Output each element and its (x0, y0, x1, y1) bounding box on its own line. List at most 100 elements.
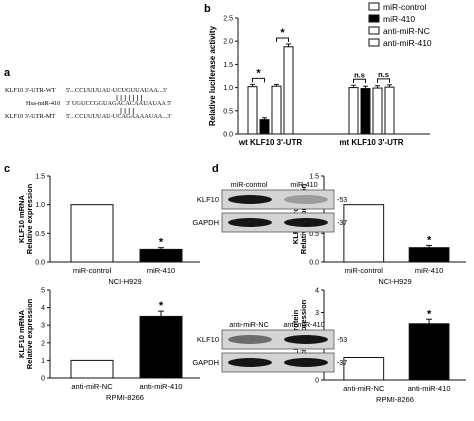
blot-panel (221, 352, 335, 373)
alignment-label-mt: KLF10 3'-UTR-MT (5, 113, 55, 120)
bar (360, 88, 371, 135)
legend-label: miR-control (383, 2, 427, 12)
y-axis-label-top: KLF10 mRNA (17, 309, 26, 358)
significance-label: n.s (354, 70, 365, 79)
blot-panel (221, 212, 335, 233)
y-tick-label: 2.0 (223, 39, 233, 46)
blot-band (228, 335, 272, 344)
y-tick-label: 1.0 (223, 85, 233, 92)
y-tick-label: 0 (315, 378, 319, 385)
y-tick-label: 0.0 (223, 132, 233, 139)
base-pairing-lines (116, 95, 142, 114)
x-tick-label: anti-miR-NC (343, 384, 385, 393)
bar (139, 315, 183, 379)
blot-row-label: GAPDH (192, 358, 219, 367)
significance-label: n.s (378, 70, 389, 79)
x-tick-label: anti-miR-NC (71, 382, 113, 391)
western-blot-h929: miR-control miR-410 KLF10 -53 GAPDH -37 (192, 180, 347, 233)
bar (70, 359, 114, 379)
lane-header: anti-miR-NC (229, 320, 269, 329)
bar (139, 248, 183, 263)
blot-row-label: KLF10 (197, 335, 219, 344)
legend-swatch (368, 14, 380, 23)
lane-header: miR-control (231, 180, 268, 189)
x-tick-label: miR-control (73, 266, 112, 275)
alignment-seq-mt: 5'...CCUUUUAU-UCAGAAAAUAA...3' (66, 113, 171, 120)
lane-header: anti-miR-410 (283, 320, 324, 329)
alignment-label-mir: Hsa-miR-410 (26, 100, 60, 107)
bar (384, 86, 395, 135)
blot-row-label: GAPDH (192, 218, 219, 227)
x-axis-label: RPMI-8266 (106, 393, 144, 402)
bar (348, 87, 359, 135)
x-axis-label: NCI-H929 (378, 277, 411, 286)
y-tick-label: 1.0 (35, 202, 45, 209)
x-axis-label: RPMI-8266 (376, 395, 414, 404)
legend-swatch (368, 38, 380, 47)
alignment-seq-mir: 3' UGUCCGGUAGACACAAUAUAA 5' (66, 100, 171, 107)
bar (343, 204, 385, 263)
klf10-mrna-rpmi-chart: 0 1 2 3 4 5 KLF10 mRNA Relative expression anti-… (17, 288, 200, 402)
blot-panel (221, 329, 335, 350)
blot-band (228, 358, 272, 367)
lane-header: miR-410 (290, 180, 317, 189)
legend-swatch (368, 26, 380, 35)
bar (259, 119, 270, 135)
molecular-weight-label: -37 (337, 220, 347, 227)
alignment-label-wt: KLF10 3'-UTR-WT (5, 87, 56, 94)
blot-band (284, 358, 328, 367)
significance-star: * (159, 237, 164, 249)
significance-bracket (353, 78, 366, 84)
y-tick-label: 0 (41, 376, 45, 383)
blot-band (284, 218, 328, 227)
legend-label: miR-410 (383, 14, 415, 24)
bar (271, 85, 282, 135)
y-tick-label: 3 (41, 323, 45, 330)
legend-label: anti-miR-NC (383, 26, 430, 36)
bar (408, 247, 450, 263)
x-axis-label: NCI-H929 (108, 277, 141, 286)
y-tick-label: 1.5 (223, 62, 233, 69)
blot-panel (221, 189, 335, 210)
legend-label: anti-miR-410 (383, 38, 432, 48)
x-tick-label: miR-410 (415, 266, 443, 275)
x-tick-label: mt KLF10 3'-UTR (339, 138, 403, 147)
bar (70, 204, 114, 263)
bar (247, 86, 258, 135)
significance-star: * (427, 308, 432, 320)
y-tick-label: 1.5 (309, 174, 319, 181)
y-tick-label: 0.0 (35, 260, 45, 267)
panel-label-d: d (212, 163, 219, 175)
sequence-alignment: KLF10 3'-UTR-WT 5'...CCUUUUAU-UCUGUUAUAA… (5, 87, 171, 120)
bar (408, 323, 450, 381)
bar (343, 357, 385, 381)
y-axis-label-top: KLF10 mRNA (17, 194, 26, 243)
significance-bracket (276, 37, 289, 42)
molecular-weight-label: -53 (337, 337, 347, 344)
y-tick-label: 4 (41, 305, 45, 312)
molecular-weight-label: -37 (337, 360, 347, 367)
significance-bracket (252, 77, 265, 83)
blot-row-label: KLF10 (197, 195, 219, 204)
significance-label: * (280, 27, 285, 39)
bar (372, 87, 383, 135)
panel-label-c: c (4, 163, 10, 175)
blot-band (284, 335, 328, 344)
x-tick-label: wt KLF10 3'-UTR (238, 138, 302, 147)
y-tick-label: 0.5 (35, 231, 45, 238)
legend-swatch (368, 2, 380, 11)
blot-band (228, 195, 272, 204)
klf10-mrna-h929-chart: 0.0 0.5 1.0 1.5 KLF10 mRNA Relative expressio… (17, 174, 200, 286)
y-tick-label: 2 (41, 340, 45, 347)
y-tick-label: 1 (41, 358, 45, 365)
y-tick-label: 5 (41, 288, 45, 295)
panel-label-a: a (4, 67, 11, 79)
x-tick-label: miR-control (345, 266, 384, 275)
y-tick-label: 2.5 (223, 16, 233, 23)
y-tick-label: 3 (315, 310, 319, 317)
y-tick-label: 4 (315, 288, 319, 295)
significance-label: * (256, 67, 261, 79)
blot-band (284, 195, 328, 204)
blot-band (228, 218, 272, 227)
